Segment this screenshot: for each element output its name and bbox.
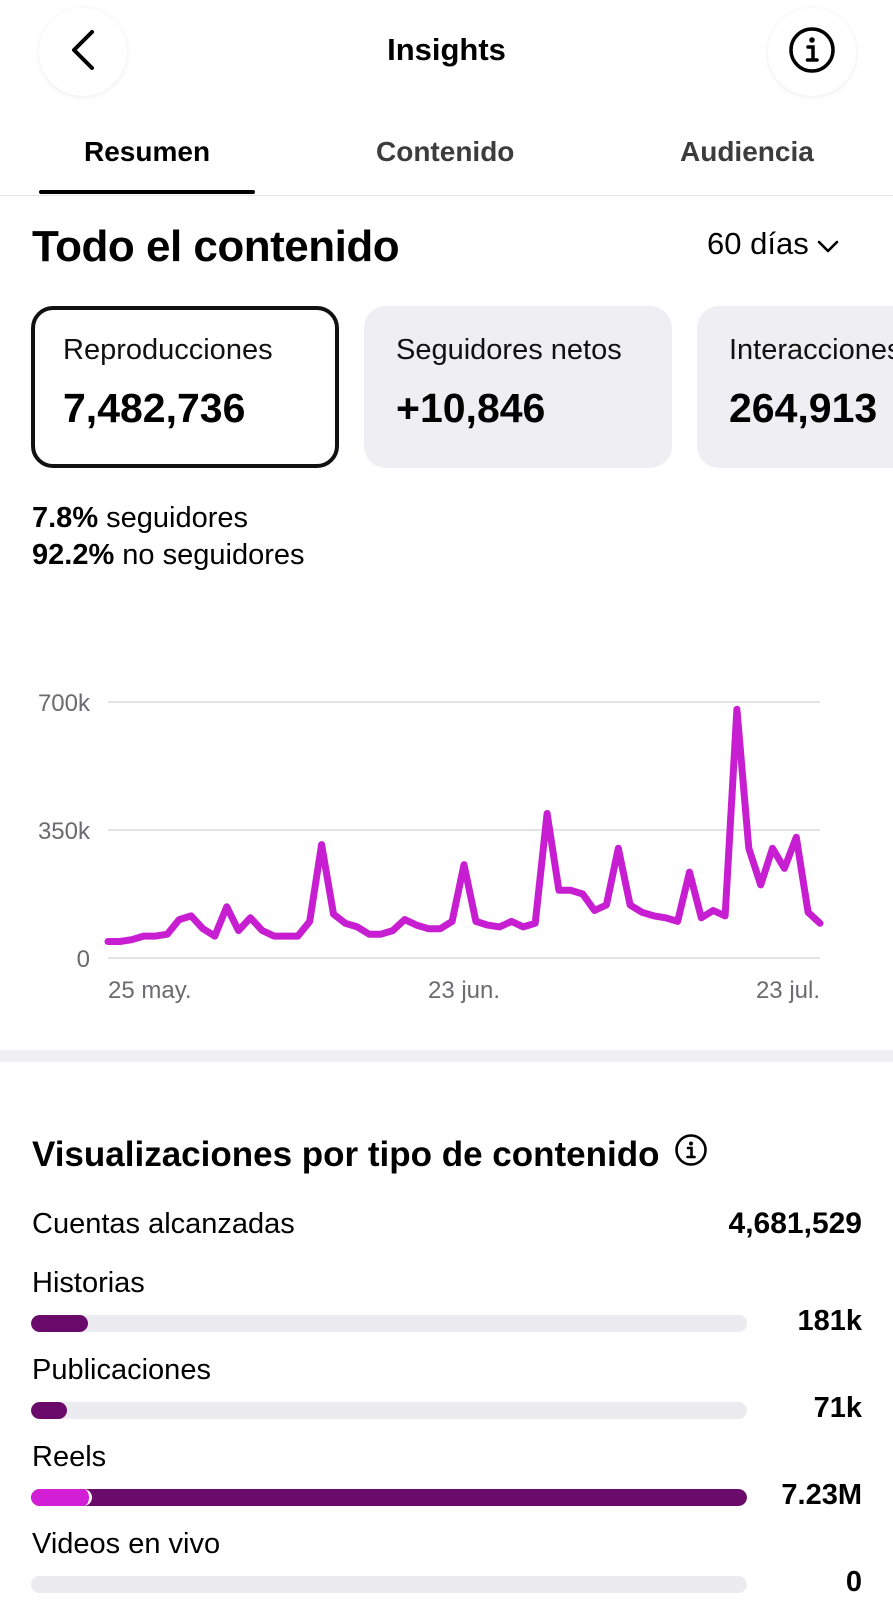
followers-label: seguidores — [106, 502, 249, 534]
metric-card-interacciones[interactable]: Interacciones 264,913 — [697, 306, 893, 468]
series-line — [104, 705, 824, 945]
back-button[interactable] — [39, 8, 127, 96]
tab-bar: Resumen Contenido Audiencia — [0, 128, 893, 196]
active-tab-indicator — [39, 190, 255, 194]
bar-fill — [31, 1489, 747, 1506]
y-tick-label: 700k — [38, 690, 91, 717]
date-range-label: 60 días — [707, 226, 809, 261]
bar-reels — [31, 1489, 747, 1506]
tab-resumen[interactable]: Resumen — [84, 136, 211, 167]
visualizations-title-text: Visualizaciones por tipo de contenido — [32, 1134, 660, 1174]
content-type-value-historias: 181k — [797, 1305, 862, 1337]
followers-percent: 7.8% — [32, 502, 99, 534]
content-type-value-publicaciones: 71k — [813, 1392, 862, 1424]
page-title: Insights — [387, 32, 506, 67]
metric-label: Interacciones — [729, 334, 893, 366]
content-type-label-historias: Historias — [32, 1267, 145, 1299]
date-range-dropdown[interactable]: 60 días — [707, 226, 839, 262]
content-type-label-reels: Reels — [32, 1441, 107, 1473]
nonfollowers-percent: 92.2% — [32, 539, 115, 571]
bar-fill-segment — [31, 1489, 92, 1506]
info-button[interactable] — [768, 8, 856, 96]
info-icon[interactable] — [674, 1133, 708, 1176]
reproductions-line-chart: 700k 350k 0 25 may. 23 jun. 23 jul. — [38, 690, 824, 1004]
tab-contenido[interactable]: Contenido — [376, 136, 515, 167]
content-type-value-videos-en-vivo: 0 — [845, 1566, 862, 1598]
bar-fill — [31, 1402, 67, 1419]
bar-historias — [31, 1315, 747, 1332]
section-divider — [0, 1050, 893, 1062]
nonfollowers-label: no seguidores — [122, 539, 305, 571]
x-tick-label: 25 may. — [108, 977, 192, 1004]
tab-audiencia[interactable]: Audiencia — [680, 136, 814, 167]
x-tick-label: 23 jun. — [428, 977, 500, 1004]
accounts-reached-label: Cuentas alcanzadas — [32, 1208, 295, 1240]
content-type-value-reels: 7.23M — [781, 1479, 862, 1511]
content-type-label-videos-en-vivo: Videos en vivo — [32, 1528, 221, 1560]
bar-publicaciones — [31, 1402, 747, 1419]
metric-card-seguidores-netos[interactable]: Seguidores netos +10,846 — [364, 306, 672, 468]
metric-value: +10,846 — [396, 385, 546, 431]
metric-value: 7,482,736 — [63, 385, 246, 431]
bar-videos-en-vivo — [31, 1576, 747, 1593]
y-tick-label: 0 — [77, 946, 90, 973]
visualizations-title: Visualizaciones por tipo de contenido — [32, 1133, 708, 1176]
x-tick-label: 23 jul. — [756, 977, 820, 1004]
metric-label: Reproducciones — [63, 334, 273, 366]
chevron-down-icon — [817, 226, 839, 262]
section-title: Todo el contenido — [32, 222, 400, 271]
bar-fill — [31, 1315, 89, 1332]
chevron-left-icon — [68, 28, 98, 77]
metric-card-reproducciones[interactable]: Reproducciones 7,482,736 — [31, 306, 339, 468]
metric-value: 264,913 — [729, 385, 878, 431]
info-icon — [788, 26, 836, 79]
y-tick-label: 350k — [38, 818, 91, 845]
content-type-label-publicaciones: Publicaciones — [32, 1354, 211, 1386]
audience-breakdown: 7.8% seguidores 92.2% no seguidores — [32, 500, 304, 574]
metric-label: Seguidores netos — [396, 334, 622, 366]
accounts-reached-value: 4,681,529 — [728, 1207, 862, 1240]
